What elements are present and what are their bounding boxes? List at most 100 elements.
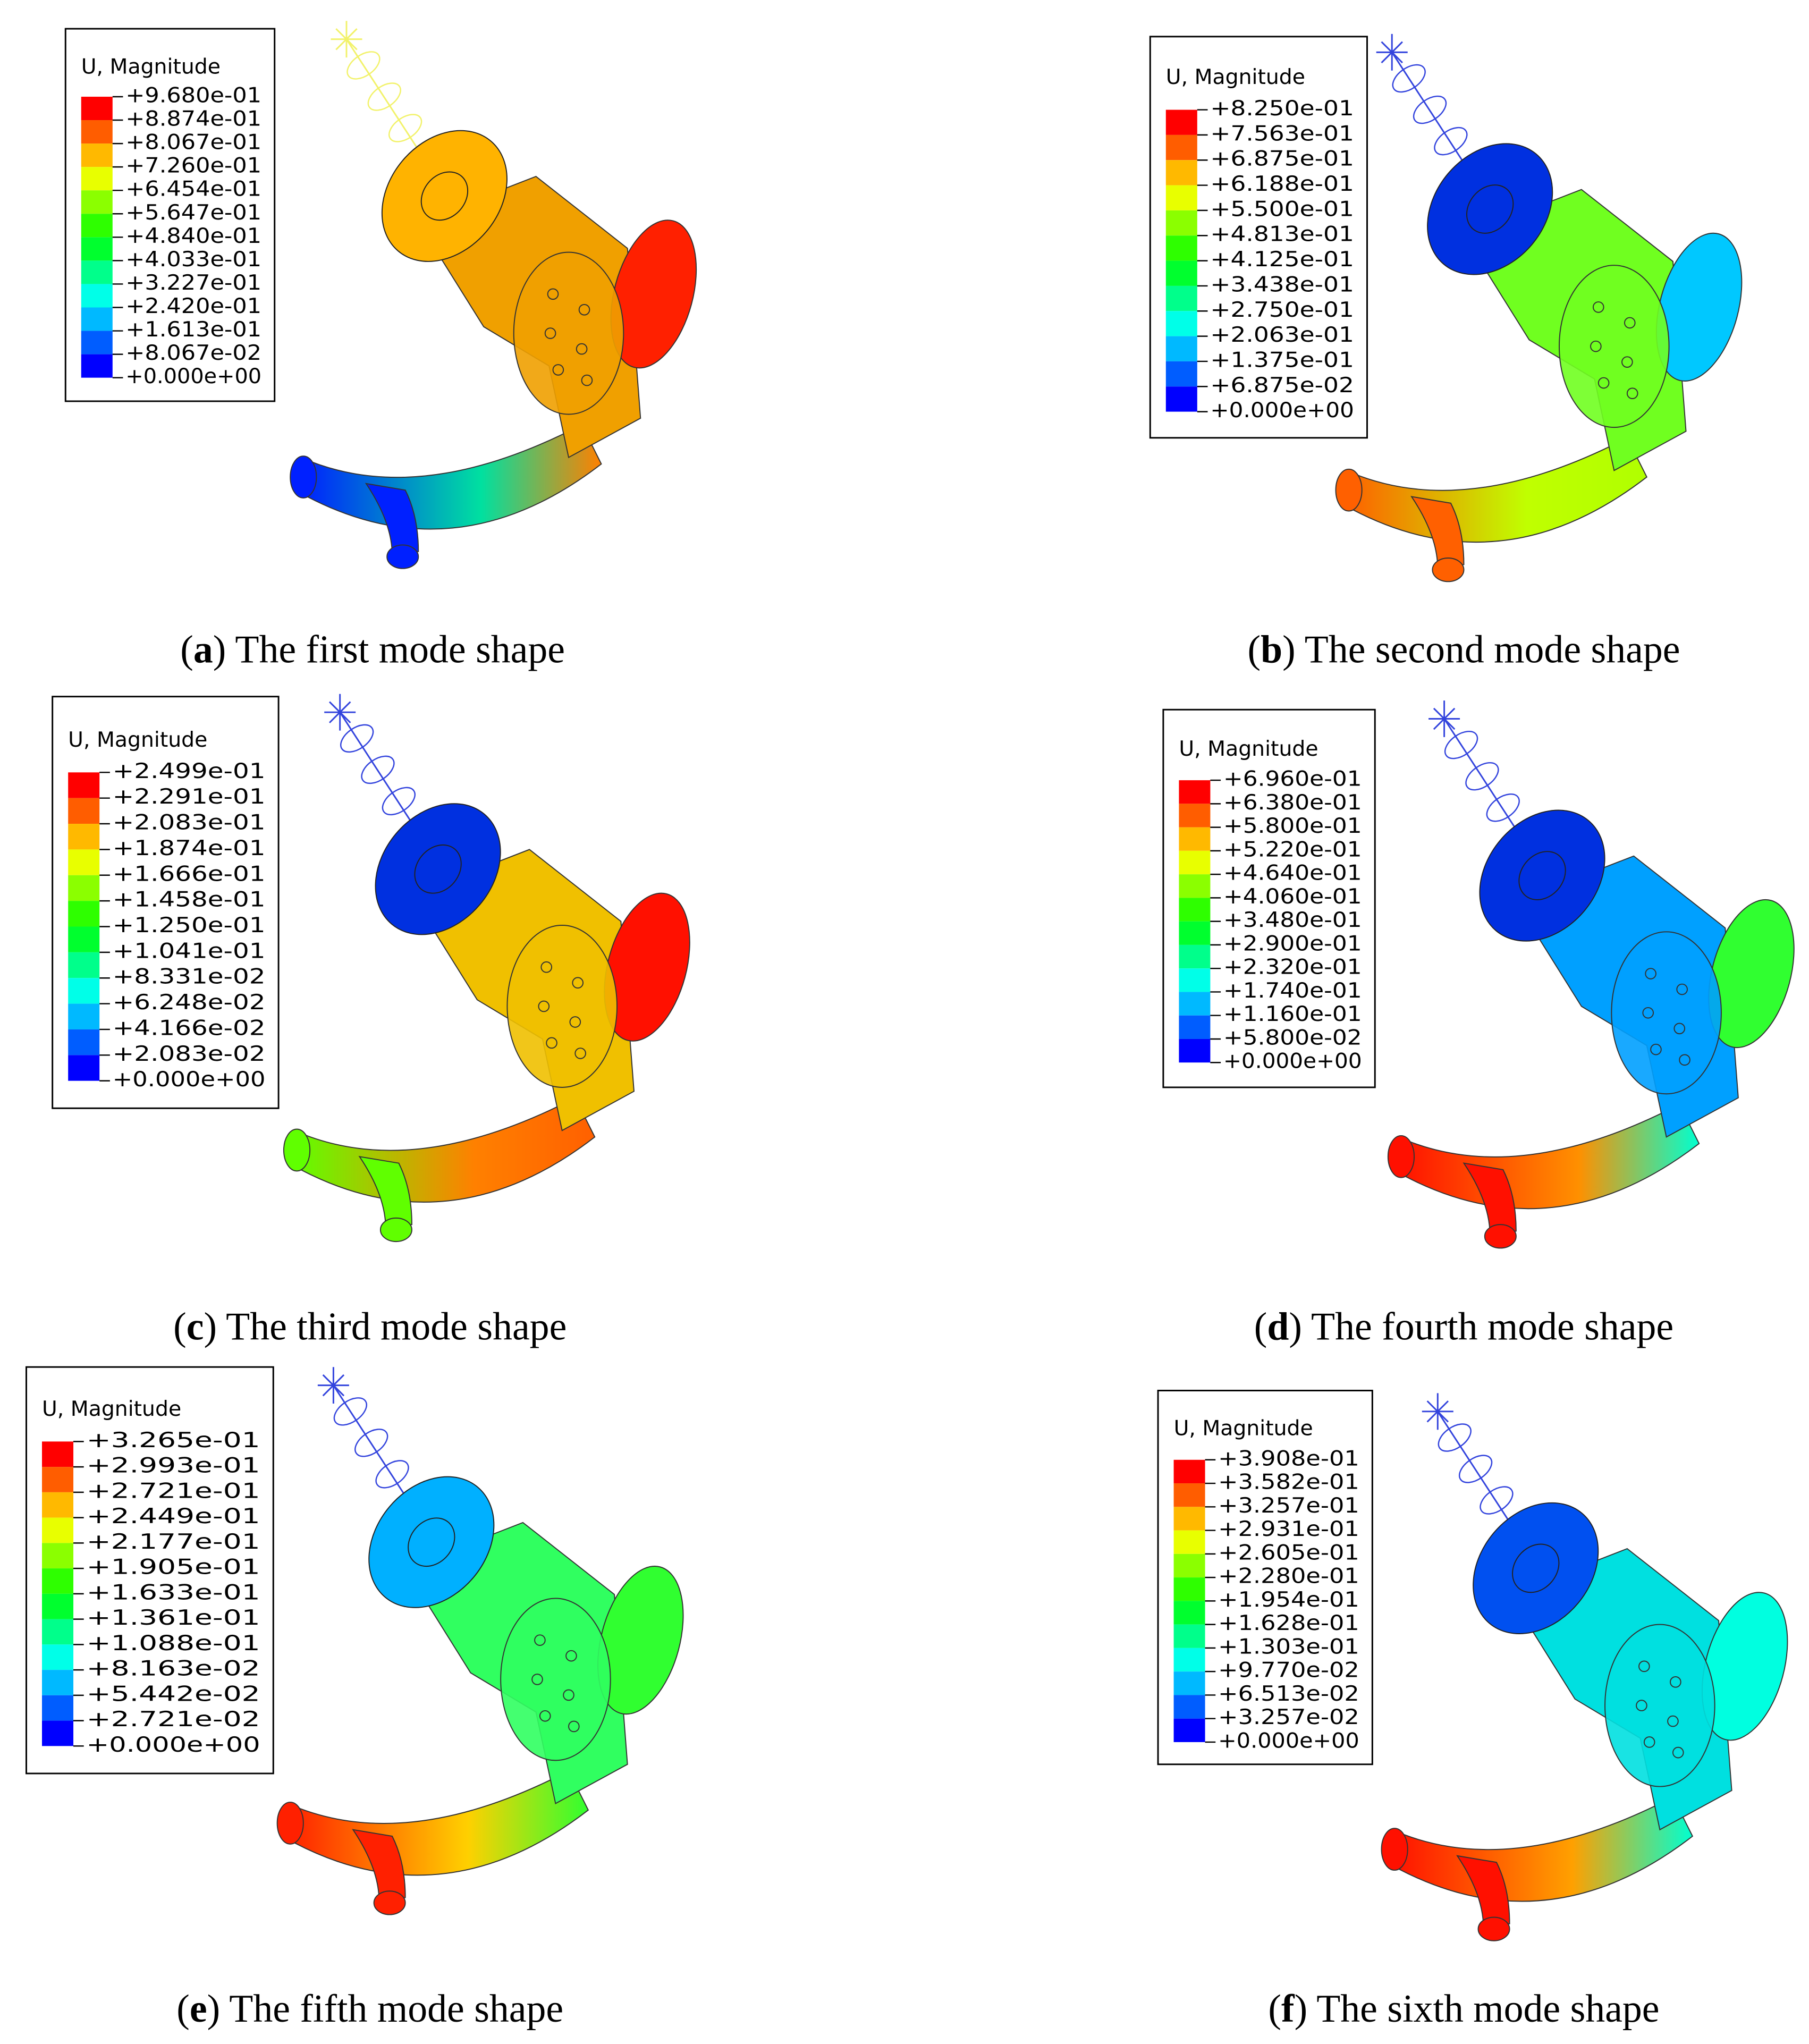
legend-label: +5.647e-01: [125, 200, 261, 225]
spiral-loop: [361, 755, 395, 784]
color-band: [1179, 1015, 1211, 1039]
caption-part: ) The third mode shape: [204, 1304, 567, 1348]
legend-label: +2.721e-01: [87, 1479, 260, 1503]
color-band: [1165, 134, 1197, 161]
legend-title: U, Magnitude: [81, 54, 221, 79]
right-disk: [1708, 899, 1795, 1049]
hole: [1597, 377, 1610, 389]
hole: [1676, 983, 1688, 995]
legend-label: +8.874e-01: [125, 107, 261, 131]
legend-label: +8.250e-01: [1210, 96, 1354, 121]
legend-label: +1.375e-01: [1210, 348, 1354, 372]
legend-label: +4.813e-01: [1210, 222, 1354, 247]
plate: [506, 925, 618, 1088]
spiral-loop: [1444, 730, 1478, 759]
legend-label: +2.449e-01: [87, 1504, 260, 1528]
color-band: [1173, 1507, 1205, 1531]
fe-model: [290, 21, 697, 569]
legend-label: +0.000e+00: [125, 364, 261, 388]
legend-label: +4.125e-01: [1210, 247, 1354, 272]
star: [1381, 41, 1403, 64]
color-band: [1165, 185, 1197, 210]
legend-label: +1.740e-01: [1223, 978, 1362, 1003]
color-band: [1173, 1624, 1205, 1648]
hole: [1643, 1736, 1655, 1748]
spiral-loop: [382, 787, 416, 816]
arm-end: [290, 455, 317, 499]
color-band: [81, 284, 113, 308]
legend-label: +1.628e-01: [1218, 1611, 1359, 1635]
caption-part: f: [1281, 1987, 1295, 2030]
legend-label: +2.750e-01: [1210, 298, 1354, 322]
color-band: [42, 1568, 74, 1594]
color-band: [68, 1003, 100, 1029]
arm-end: [1484, 1224, 1517, 1249]
arm: [1391, 1796, 1694, 1902]
arm-end: [283, 1128, 311, 1172]
spiral-loop: [375, 1460, 409, 1489]
right-disk: [1701, 1592, 1788, 1741]
caption-part: b: [1261, 627, 1282, 671]
legend-label: +4.840e-01: [125, 224, 261, 248]
star: [322, 1374, 345, 1397]
arm-end: [1387, 1135, 1415, 1178]
legend-label: +2.063e-01: [1210, 323, 1354, 347]
caption-part: ) The first mode shape: [213, 627, 565, 671]
caption-part: (: [173, 1304, 187, 1348]
color-band: [81, 190, 113, 214]
color-band: [1165, 235, 1197, 261]
legend-label: +9.770e-02: [1218, 1658, 1359, 1683]
legend-label: +2.083e-02: [113, 1042, 266, 1066]
plate: [1611, 931, 1722, 1095]
legend: U, Magnitude+9.680e-01+8.874e-01+8.067e-…: [64, 28, 276, 402]
legend-label: +3.257e-02: [1218, 1705, 1359, 1729]
fe-model: [1335, 33, 1743, 582]
top-disk-hub: [414, 844, 462, 894]
color-band: [81, 143, 113, 167]
spiral-loop: [1413, 95, 1447, 124]
color-band: [68, 978, 100, 1004]
arm-end: [1432, 558, 1465, 582]
panel: U, Magnitude+8.250e-01+7.563e-01+6.875e-…: [1149, 33, 1743, 671]
hole: [534, 1634, 546, 1646]
arm-end: [373, 1890, 406, 1915]
color-band: [42, 1467, 74, 1492]
color-band: [68, 1029, 100, 1055]
hole: [1626, 387, 1638, 400]
legend: U, Magnitude+6.960e-01+6.380e-01+5.800e-…: [1162, 708, 1376, 1088]
legend-label: +4.166e-02: [113, 1016, 266, 1040]
legend-label: +0.000e+00: [1210, 398, 1354, 423]
caption: (c) The third mode shape: [173, 1304, 567, 1348]
caption-part: ) The fifth mode shape: [207, 1987, 564, 2030]
legend-label: +3.480e-01: [1223, 908, 1362, 932]
color-band: [1173, 1459, 1205, 1484]
color-band: [1165, 160, 1197, 185]
color-band: [42, 1644, 74, 1670]
hole: [547, 288, 559, 300]
fe-model: [283, 694, 690, 1243]
legend-label: +4.060e-01: [1223, 884, 1362, 909]
legend-label: +1.633e-01: [87, 1580, 260, 1604]
color-band: [81, 331, 113, 354]
color-band: [1179, 992, 1211, 1016]
caption: (b) The second mode shape: [1248, 627, 1680, 671]
legend-label: +8.163e-02: [87, 1657, 260, 1681]
hole: [581, 374, 593, 386]
legend-label: +1.361e-01: [87, 1606, 260, 1630]
caption-part: (: [176, 1987, 190, 2030]
color-band: [42, 1593, 74, 1619]
legend-label: +5.442e-02: [87, 1682, 260, 1706]
plate: [1604, 1624, 1715, 1787]
hole: [1621, 356, 1633, 368]
legend-label: +2.900e-01: [1223, 931, 1362, 956]
color-band: [1179, 780, 1211, 804]
color-band: [1165, 260, 1197, 286]
color-band: [42, 1517, 74, 1543]
color-band: [68, 772, 100, 798]
color-band: [42, 1543, 74, 1569]
color-band: [42, 1441, 74, 1467]
spiral-loop: [354, 1429, 388, 1457]
hole: [540, 961, 553, 973]
hole: [538, 1000, 550, 1012]
